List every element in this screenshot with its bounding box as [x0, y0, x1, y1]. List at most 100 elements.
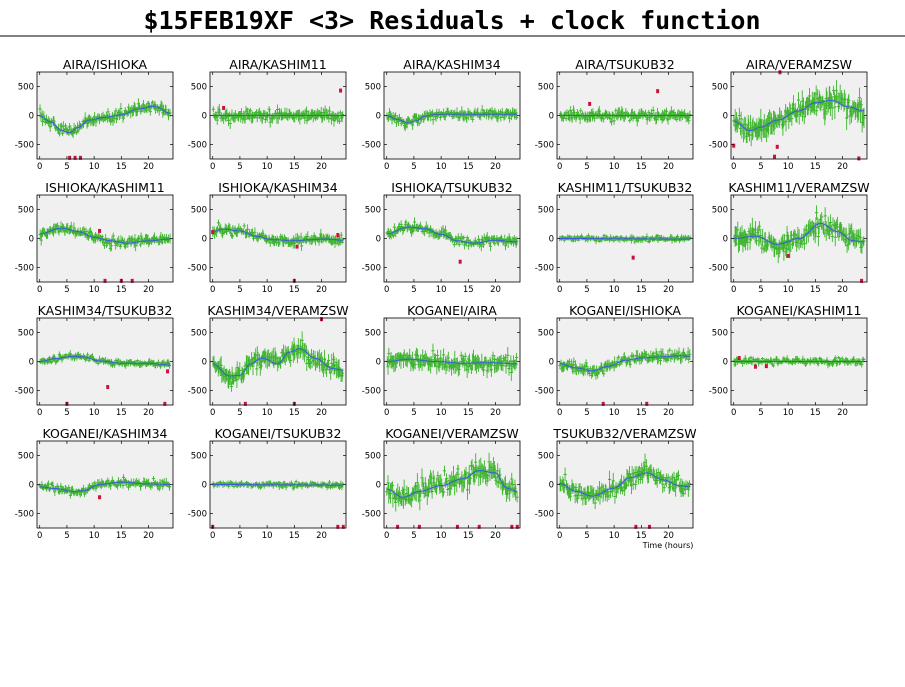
x-tick-label: 10 [609, 408, 620, 418]
flagged-point [737, 356, 741, 361]
clock-function-line [559, 238, 691, 240]
x-tick-label: 10 [89, 285, 100, 295]
x-tick-label: 10 [262, 285, 273, 295]
y-tick-label: 0 [723, 235, 728, 245]
panel-title: ISHIOKA/KASHIM11 [45, 180, 165, 195]
flagged-point [211, 230, 215, 235]
y-tick-label: -500 [188, 141, 207, 151]
flagged-point [773, 154, 777, 159]
panel-ishioka-tsukub32: 0 5 10 15 20 -500 0 500 ISHIOKA/TSUKUB32 [362, 180, 521, 295]
x-tick-label: 15 [463, 162, 474, 172]
x-tick-label: 10 [609, 162, 620, 172]
flagged-point [786, 253, 790, 258]
x-tick-label: 5 [584, 162, 589, 172]
panel-title: KASHIM11/VERAMZSW [728, 180, 869, 195]
plot-content [732, 80, 866, 147]
flagged-point [243, 401, 247, 406]
x-tick-label: 15 [116, 285, 127, 295]
x-tick-label: 5 [64, 285, 69, 295]
clock-function-line [39, 355, 171, 366]
clock-function-line [733, 99, 865, 131]
x-tick-label: 15 [116, 162, 127, 172]
y-tick-label: 500 [365, 206, 381, 216]
panel-title: KOGANEI/ISHIOKA [569, 303, 681, 318]
x-tick-label: 5 [237, 162, 242, 172]
y-tick-label: 500 [18, 83, 34, 93]
y-tick-label: -500 [15, 387, 34, 397]
x-tick-label: 20 [490, 162, 501, 172]
panel-title: AIRA/ISHIOKA [63, 57, 148, 72]
plot-content [385, 217, 519, 252]
plot-content [38, 350, 172, 369]
plot-content [732, 205, 866, 264]
y-tick-label: -500 [535, 387, 554, 397]
y-tick-label: 500 [191, 83, 207, 93]
y-tick-label: -500 [535, 141, 554, 151]
x-tick-label: 15 [289, 408, 300, 418]
flagged-point [163, 401, 167, 406]
panel-title: KASHIM11/TSUKUB32 [558, 180, 693, 195]
panel-title: AIRA/VERAMZSW [746, 57, 852, 72]
panel-koganei-aira: 0 5 10 15 20 -500 0 500 KOGANEI/AIRA [362, 303, 521, 418]
x-tick-label: 15 [810, 408, 821, 418]
panel-ishioka-kashim11: 0 5 10 15 20 -500 0 500 ISHIOKA/KASHIM11 [15, 180, 174, 295]
flagged-point [339, 88, 343, 93]
panel-koganei-ishioka: 0 5 10 15 20 -500 0 500 KOGANEI/ISHIOKA [535, 303, 694, 418]
clock-function-line [212, 348, 344, 377]
x-tick-label: 20 [316, 285, 327, 295]
plot-content [211, 219, 345, 251]
plot-content [558, 233, 692, 245]
x-tick-label: 15 [463, 408, 474, 418]
flagged-point [98, 228, 102, 233]
flagged-point [631, 255, 635, 260]
panel-aira-veramzsw: 0 5 10 15 20 -500 0 500 AIRA/VERAMZSW [709, 57, 868, 172]
y-tick-label: 0 [549, 358, 554, 368]
x-tick-label: 20 [837, 162, 848, 172]
x-tick-label: 0 [557, 162, 562, 172]
panel-ishioka-kashim34: 0 5 10 15 20 -500 0 500 ISHIOKA/KASHIM34 [188, 180, 347, 295]
y-tick-label: 500 [538, 83, 554, 93]
y-tick-label: -500 [709, 264, 728, 274]
y-tick-label: 500 [538, 206, 554, 216]
x-tick-label: 5 [411, 408, 416, 418]
x-tick-label: 10 [262, 408, 273, 418]
x-tick-label: 5 [64, 408, 69, 418]
y-tick-label: 500 [191, 329, 207, 339]
y-tick-label: -500 [709, 387, 728, 397]
x-tick-label: 0 [384, 162, 389, 172]
x-tick-label: 15 [463, 285, 474, 295]
x-tick-label: 10 [89, 408, 100, 418]
flagged-point [860, 278, 864, 283]
x-tick-label: 20 [316, 162, 327, 172]
x-tick-label: 10 [436, 408, 447, 418]
panel-kashim34-veramzsw: 0 5 10 15 20 -500 0 500 KASHIM34/VERAMZSW [188, 303, 349, 418]
panel-title: AIRA/TSUKUB32 [575, 57, 674, 72]
x-tick-label: 5 [584, 408, 589, 418]
x-tick-label: 5 [411, 162, 416, 172]
clock-function-line [212, 228, 344, 242]
x-tick-label: 20 [490, 285, 501, 295]
x-tick-label: 0 [557, 408, 562, 418]
flagged-point [458, 259, 462, 264]
x-tick-label: 0 [210, 162, 215, 172]
y-tick-label: 500 [538, 329, 554, 339]
x-tick-label: 5 [237, 408, 242, 418]
x-tick-label: 20 [663, 408, 674, 418]
y-tick-label: 500 [712, 206, 728, 216]
x-tick-label: 20 [143, 408, 154, 418]
x-tick-label: 15 [810, 285, 821, 295]
panel-title: KASHIM34/TSUKUB32 [38, 303, 173, 318]
x-tick-label: 20 [663, 162, 674, 172]
x-tick-label: 5 [584, 285, 589, 295]
flagged-point [656, 89, 660, 94]
x-tick-label: 10 [609, 285, 620, 295]
flagged-point [68, 155, 72, 160]
panel-title: AIRA/KASHIM34 [403, 57, 500, 72]
clock-function-line [39, 227, 171, 244]
x-tick-label: 10 [783, 285, 794, 295]
clock-function-line [386, 113, 518, 124]
x-tick-label: 0 [731, 285, 736, 295]
plot-content [385, 343, 519, 381]
